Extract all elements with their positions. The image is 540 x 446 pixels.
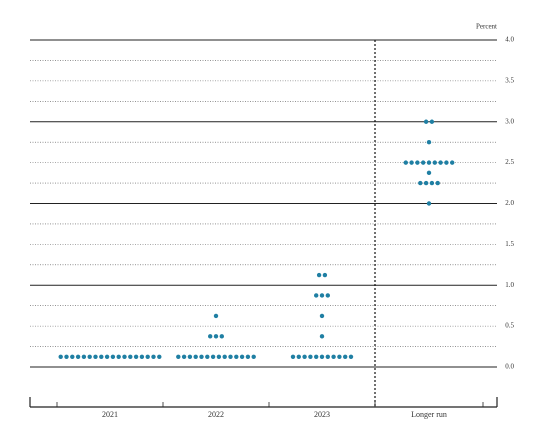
dot <box>70 354 75 359</box>
dot <box>426 170 432 176</box>
dot <box>308 354 313 359</box>
dot <box>409 160 414 165</box>
dot <box>99 354 104 359</box>
dot <box>426 160 432 165</box>
dot <box>239 354 245 359</box>
dot <box>403 160 408 165</box>
dot <box>438 160 443 165</box>
dot <box>319 313 325 319</box>
dot <box>234 354 239 359</box>
dot <box>205 354 210 359</box>
x-tick-label: 2021 <box>102 410 118 419</box>
dot <box>418 180 423 186</box>
dot <box>87 354 92 359</box>
dot <box>316 272 322 278</box>
dot <box>157 354 162 359</box>
dot <box>208 334 213 339</box>
dot <box>181 354 187 359</box>
y-axis-label: Percent <box>476 23 497 31</box>
dot <box>139 354 145 359</box>
x-tick-label: Longer run <box>411 410 447 419</box>
dot <box>151 354 156 359</box>
dot <box>426 201 432 206</box>
dot <box>75 354 81 359</box>
dot <box>199 354 204 359</box>
dot <box>325 293 330 298</box>
dot <box>213 313 219 319</box>
dot <box>348 354 354 359</box>
dot <box>325 354 330 359</box>
dot <box>426 139 432 145</box>
dot <box>314 354 319 359</box>
y-tick-label: 1.0 <box>505 281 514 289</box>
dot <box>429 119 435 124</box>
dot <box>423 119 429 124</box>
dot <box>81 354 87 359</box>
dot <box>58 354 63 359</box>
dot <box>319 334 325 339</box>
y-tick-label: 3.0 <box>505 117 514 125</box>
dot <box>116 354 121 359</box>
dot <box>319 293 325 298</box>
dot <box>128 354 133 359</box>
y-tick-label: 0.0 <box>505 363 514 371</box>
dot <box>290 354 296 359</box>
dot <box>421 160 426 165</box>
dot <box>429 180 435 186</box>
y-tick-label: 0.5 <box>505 322 514 330</box>
dot <box>245 354 251 359</box>
dot <box>93 354 98 359</box>
dot <box>322 272 328 278</box>
x-tick-label: 2023 <box>314 410 330 419</box>
y-tick-label: 3.5 <box>505 76 514 84</box>
dot <box>145 354 150 359</box>
dot <box>251 354 256 359</box>
dot <box>213 334 219 339</box>
dot <box>435 180 440 186</box>
dot <box>343 354 348 359</box>
dot <box>450 160 455 165</box>
dot <box>219 334 224 339</box>
dot <box>319 354 325 359</box>
dot <box>133 354 139 359</box>
dot <box>64 354 69 359</box>
dot <box>296 354 301 359</box>
dot <box>110 354 116 359</box>
y-tick-label: 4.0 <box>505 36 514 44</box>
dot <box>314 293 319 298</box>
dot <box>228 354 233 359</box>
dot <box>176 354 181 359</box>
dot <box>337 354 342 359</box>
x-tick-label: 2022 <box>208 410 224 419</box>
dot <box>423 180 429 186</box>
dot <box>187 354 193 359</box>
dot <box>216 354 222 359</box>
y-tick-label: 2.5 <box>505 158 514 166</box>
dot <box>432 160 437 165</box>
dot <box>104 354 110 359</box>
dot <box>444 160 449 165</box>
dot <box>222 354 227 359</box>
y-tick-label: 1.5 <box>505 240 514 248</box>
dot <box>122 354 127 359</box>
dot <box>331 354 336 359</box>
dot <box>415 160 420 165</box>
dot <box>193 354 198 359</box>
dot <box>302 354 307 359</box>
dot <box>210 354 216 359</box>
y-tick-label: 2.0 <box>505 199 514 207</box>
